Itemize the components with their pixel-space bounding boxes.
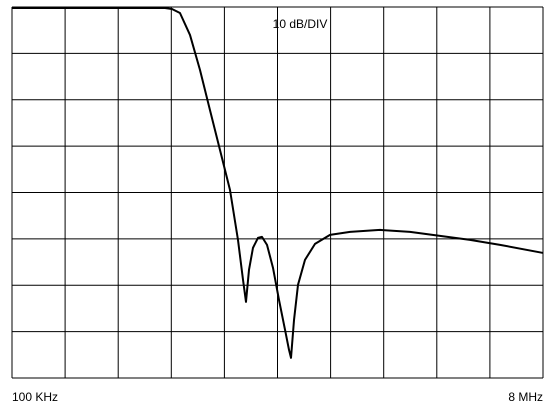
response-curve	[12, 7, 544, 359]
annotation: 10 dB/DIV	[273, 17, 328, 31]
x-tick-label: 100 KHz	[12, 390, 58, 404]
x-tick-label: 8 MHz	[508, 390, 543, 404]
